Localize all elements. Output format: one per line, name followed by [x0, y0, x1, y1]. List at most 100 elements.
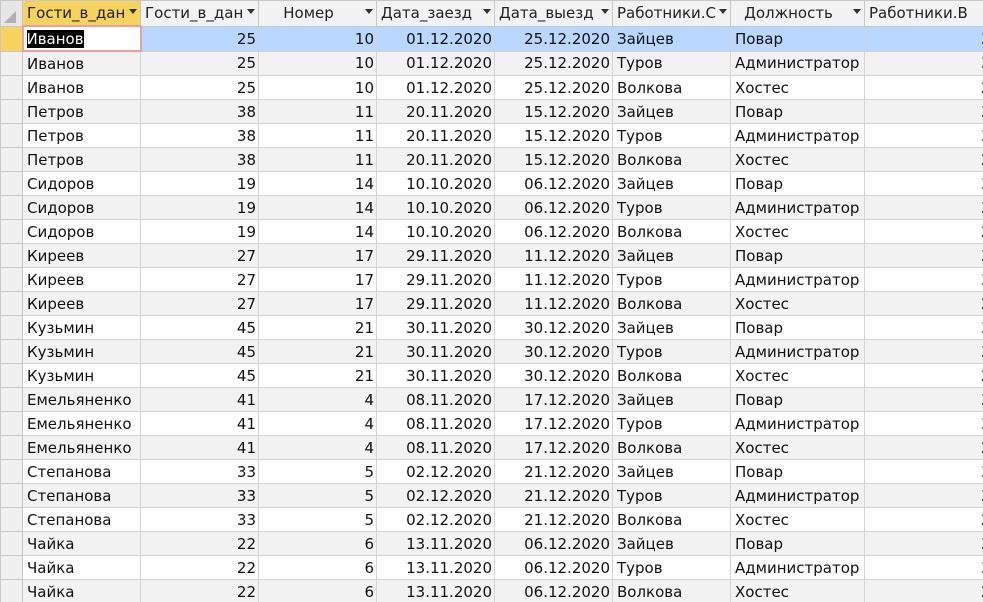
table-cell[interactable]: Зайцев	[612, 315, 731, 340]
table-cell[interactable]: Туров	[612, 411, 731, 436]
table-row[interactable]: Киреев 27 17 29.11.2020 11.12.2020 Волкова Хос…	[0, 291, 983, 316]
table-cell[interactable]: Администратор	[730, 339, 865, 364]
table-cell[interactable]: 10	[258, 50, 377, 76]
table-cell[interactable]: 21.12.2020	[494, 483, 613, 508]
table-cell[interactable]: 06.12.2020	[494, 171, 613, 196]
table-cell[interactable]: 29.11.2020	[376, 267, 495, 292]
table-cell[interactable]: 15.12.2020	[494, 123, 613, 148]
table-cell[interactable]: 30	[864, 315, 983, 340]
table-row[interactable]: Иванов 25 10 01.12.2020 25.12.2020 Зайцев Пова…	[0, 25, 983, 52]
table-cell[interactable]: Туров	[612, 50, 731, 76]
record-selector[interactable]	[0, 99, 23, 124]
table-cell[interactable]: 25	[140, 25, 259, 52]
table-cell[interactable]: Администратор	[730, 195, 865, 220]
filter-dropdown-icon[interactable]	[483, 9, 491, 14]
table-cell[interactable]: 36	[864, 483, 983, 508]
table-cell[interactable]: 21.12.2020	[494, 459, 613, 484]
table-cell[interactable]: 19	[140, 219, 259, 244]
table-cell[interactable]: 20.11.2020	[376, 99, 495, 124]
record-selector[interactable]	[0, 219, 23, 244]
table-cell[interactable]: 17	[258, 267, 377, 292]
table-row[interactable]: Петров 38 11 20.11.2020 15.12.2020 Туров Админ…	[0, 123, 983, 148]
table-cell[interactable]: Администратор	[730, 267, 865, 292]
table-cell[interactable]: Администратор	[730, 50, 865, 76]
table-cell[interactable]: 5	[258, 459, 377, 484]
table-row[interactable]: Петров 38 11 20.11.2020 15.12.2020 Волкова Хос…	[0, 147, 983, 172]
table-cell[interactable]: 30.11.2020	[376, 363, 495, 388]
table-cell[interactable]: Туров	[612, 339, 731, 364]
table-row[interactable]: Чайка 22 6 13.11.2020 06.12.2020 Туров Админис…	[0, 555, 983, 580]
table-cell[interactable]: Волкова	[612, 219, 731, 244]
table-cell[interactable]: Повар	[730, 531, 865, 556]
table-cell[interactable]: 6	[258, 531, 377, 556]
table-cell[interactable]: 29.11.2020	[376, 291, 495, 316]
table-cell[interactable]: Волкова	[612, 291, 731, 316]
table-cell[interactable]: 5	[258, 483, 377, 508]
table-row[interactable]: Чайка 22 6 13.11.2020 06.12.2020 Волкова Хосте…	[0, 579, 983, 602]
table-cell[interactable]: 06.12.2020	[494, 531, 613, 556]
table-cell[interactable]: Повар	[730, 243, 865, 268]
table-cell[interactable]: Кузьмин	[22, 315, 141, 340]
table-cell[interactable]: 25.12.2020	[494, 50, 613, 76]
table-cell[interactable]: 30	[864, 459, 983, 484]
table-cell[interactable]: 45	[140, 315, 259, 340]
table-cell[interactable]: Чайка	[22, 579, 141, 602]
table-cell[interactable]: 06.12.2020	[494, 555, 613, 580]
table-cell[interactable]: 25	[140, 75, 259, 100]
table-cell[interactable]: Сидоров	[22, 219, 141, 244]
table-row[interactable]: Сидоров 19 14 10.10.2020 06.12.2020 Туров Адми…	[0, 195, 983, 220]
table-row[interactable]: Емельяненко 41 4 08.11.2020 17.12.2020 Зайцев…	[0, 387, 983, 412]
table-cell[interactable]: 30.12.2020	[494, 339, 613, 364]
table-cell[interactable]: 06.12.2020	[494, 219, 613, 244]
table-cell[interactable]: 21.12.2020	[494, 507, 613, 532]
table-cell[interactable]: 08.11.2020	[376, 411, 495, 436]
table-cell[interactable]: Волкова	[612, 147, 731, 172]
table-cell[interactable]: 02.12.2020	[376, 459, 495, 484]
table-cell[interactable]: 45	[140, 339, 259, 364]
table-cell[interactable]: 30	[864, 25, 983, 52]
table-cell[interactable]: 01.12.2020	[376, 25, 495, 52]
table-cell[interactable]: 33	[140, 483, 259, 508]
table-cell[interactable]: 36	[864, 411, 983, 436]
table-cell[interactable]: 30	[864, 531, 983, 556]
record-selector[interactable]	[0, 315, 23, 340]
table-cell[interactable]: 17	[258, 291, 377, 316]
table-cell[interactable]: Повар	[730, 459, 865, 484]
table-row[interactable]: Иванов 25 10 01.12.2020 25.12.2020 Туров Админ…	[0, 50, 983, 76]
table-cell[interactable]: 21	[258, 363, 377, 388]
table-cell[interactable]: Администратор	[730, 123, 865, 148]
table-cell[interactable]: Зайцев	[612, 99, 731, 124]
record-selector[interactable]	[0, 339, 23, 364]
table-cell[interactable]: 36	[864, 555, 983, 580]
record-selector[interactable]	[0, 579, 23, 602]
table-cell[interactable]: 23	[864, 435, 983, 460]
record-selector[interactable]	[0, 75, 23, 100]
table-cell[interactable]: Петров	[22, 147, 141, 172]
table-cell[interactable]: Емельяненко	[22, 387, 141, 412]
table-cell[interactable]: Петров	[22, 123, 141, 148]
table-row[interactable]: Сидоров 19 14 10.10.2020 06.12.2020 Зайцев Пов…	[0, 171, 983, 196]
record-selector[interactable]	[0, 147, 23, 172]
table-cell[interactable]: Туров	[612, 195, 731, 220]
table-cell[interactable]: 13.11.2020	[376, 555, 495, 580]
table-cell[interactable]: 06.12.2020	[494, 579, 613, 602]
table-row[interactable]: Кузьмин 45 21 30.11.2020 30.12.2020 Зайцев Пов…	[0, 315, 983, 340]
table-cell[interactable]: Администратор	[730, 411, 865, 436]
select-all-corner[interactable]	[0, 0, 23, 27]
table-cell[interactable]: Повар	[730, 99, 865, 124]
filter-dropdown-icon[interactable]	[719, 9, 727, 14]
table-cell[interactable]: 02.12.2020	[376, 483, 495, 508]
record-selector[interactable]	[0, 195, 23, 220]
table-row[interactable]: Степанова 33 5 02.12.2020 21.12.2020 Зайцев По…	[0, 459, 983, 484]
table-cell[interactable]: 01.12.2020	[376, 75, 495, 100]
record-selector[interactable]	[0, 483, 23, 508]
table-cell[interactable]: 22	[140, 579, 259, 602]
table-cell[interactable]: 4	[258, 435, 377, 460]
table-cell[interactable]: 41	[140, 435, 259, 460]
table-cell[interactable]: 22	[140, 555, 259, 580]
table-cell[interactable]: 25	[140, 50, 259, 76]
table-cell[interactable]: Сидоров	[22, 171, 141, 196]
table-cell[interactable]: 30	[864, 243, 983, 268]
table-cell[interactable]: 22	[140, 531, 259, 556]
record-selector[interactable]	[0, 50, 23, 76]
